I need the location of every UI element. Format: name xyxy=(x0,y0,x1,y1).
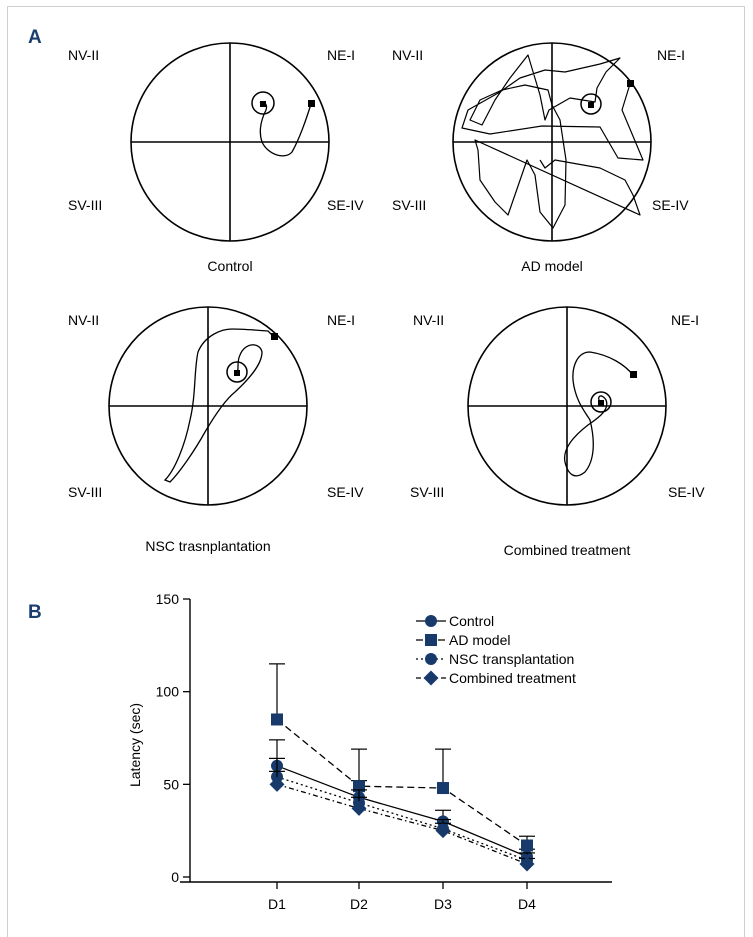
chart-legend: Control AD model NSC transplantation Combin… xyxy=(416,613,576,686)
data-point xyxy=(351,800,367,816)
start-marker xyxy=(630,371,637,378)
quadrant-ne-label: NE-I xyxy=(327,47,355,63)
y-tick-label: 50 xyxy=(163,776,179,792)
data-point xyxy=(353,780,365,793)
series-combined-treatment xyxy=(269,770,535,872)
series-line xyxy=(276,765,528,858)
platform-ring xyxy=(251,91,275,115)
quadrant-se-label: SE-IV xyxy=(652,197,689,213)
quadrant-se-label: SE-IV xyxy=(668,484,705,500)
y-axis-label: Latency (sec) xyxy=(127,703,143,787)
start-marker xyxy=(627,80,634,87)
series-layer xyxy=(269,663,535,872)
start-marker xyxy=(271,333,278,340)
series-line xyxy=(276,783,528,865)
legend-label: NSC transplantation xyxy=(449,651,574,667)
chart-axes xyxy=(180,599,612,883)
quadrant-sw-label: SV-III xyxy=(68,484,102,500)
series-line xyxy=(276,776,528,861)
platform-marker xyxy=(260,101,266,107)
quadrant-nw-label: NV-II xyxy=(392,47,423,63)
quadrant-sw-label: SV-III xyxy=(410,484,444,500)
y-tick-label: 0 xyxy=(171,869,179,885)
x-tick-label: D4 xyxy=(518,896,536,912)
panel-b-label: B xyxy=(28,602,42,623)
swim-path xyxy=(563,351,634,477)
maze-caption: NSC trasnplantation xyxy=(145,538,270,554)
panel-a-label: A xyxy=(28,27,42,48)
start-marker xyxy=(308,100,315,107)
platform-marker xyxy=(598,400,604,406)
data-point xyxy=(269,776,285,792)
maze-nsc-transplantation: NV-II NE-I SV-III SE-IV NSC trasnplantat… xyxy=(68,306,364,554)
data-point xyxy=(519,856,535,872)
x-ticks: D1 D2 D3 D4 xyxy=(268,882,536,912)
y-ticks: 0 50 100 150 xyxy=(156,591,190,885)
quadrant-sw-label: SV-III xyxy=(68,197,102,213)
quadrant-ne-label: NE-I xyxy=(657,47,685,63)
platform-marker xyxy=(234,370,240,376)
series-nsc-transplantation xyxy=(269,757,535,867)
y-tick-label: 100 xyxy=(156,684,180,700)
quadrant-ne-label: NE-I xyxy=(671,312,699,328)
data-point xyxy=(435,823,451,839)
figure-frame xyxy=(7,6,745,937)
series-line xyxy=(276,718,528,847)
y-tick-label: 150 xyxy=(156,591,180,607)
maze-caption: AD model xyxy=(521,258,582,274)
legend-label: Control xyxy=(449,613,494,629)
legend-marker xyxy=(425,634,437,646)
x-tick-label: D2 xyxy=(350,896,368,912)
x-tick-label: D3 xyxy=(434,896,452,912)
platform-ring xyxy=(580,93,602,115)
maze-caption: Control xyxy=(207,258,252,274)
data-point xyxy=(521,839,533,852)
platform-marker xyxy=(588,102,594,108)
series-control xyxy=(269,739,535,863)
quadrant-sw-label: SV-III xyxy=(392,197,426,213)
swim-path xyxy=(259,101,312,157)
maze-combined-treatment: NV-II NE-I SV-III SE-IV Combined treatme… xyxy=(410,306,705,558)
quadrant-ne-label: NE-I xyxy=(327,312,355,328)
latency-chart: 0 50 100 150 D1 D2 D3 D4 Latency (sec) Control… xyxy=(127,591,612,912)
maze-caption: Combined treatment xyxy=(504,542,631,558)
quadrant-nw-label: NV-II xyxy=(68,312,99,328)
legend-marker xyxy=(423,670,439,686)
legend-marker xyxy=(425,615,437,627)
series-ad-model xyxy=(269,663,535,852)
swim-path xyxy=(461,54,644,229)
legend-label: AD model xyxy=(449,632,510,648)
platform-ring xyxy=(226,361,248,383)
quadrant-nw-label: NV-II xyxy=(68,47,99,63)
swim-path xyxy=(163,328,275,483)
quadrant-se-label: SE-IV xyxy=(327,484,364,500)
x-tick-label: D1 xyxy=(268,896,286,912)
quadrant-se-label: SE-IV xyxy=(327,197,364,213)
maze-control: NV-II NE-I SV-III SE-IV Control xyxy=(68,42,364,274)
data-point xyxy=(437,782,449,795)
maze-ad-model: NV-II NE-I SV-III SE-IV AD model xyxy=(392,42,689,274)
data-point xyxy=(271,713,283,726)
legend-label: Combined treatment xyxy=(449,670,576,686)
legend-marker xyxy=(425,653,437,665)
platform-ring xyxy=(590,391,612,413)
quadrant-nw-label: NV-II xyxy=(413,312,444,328)
